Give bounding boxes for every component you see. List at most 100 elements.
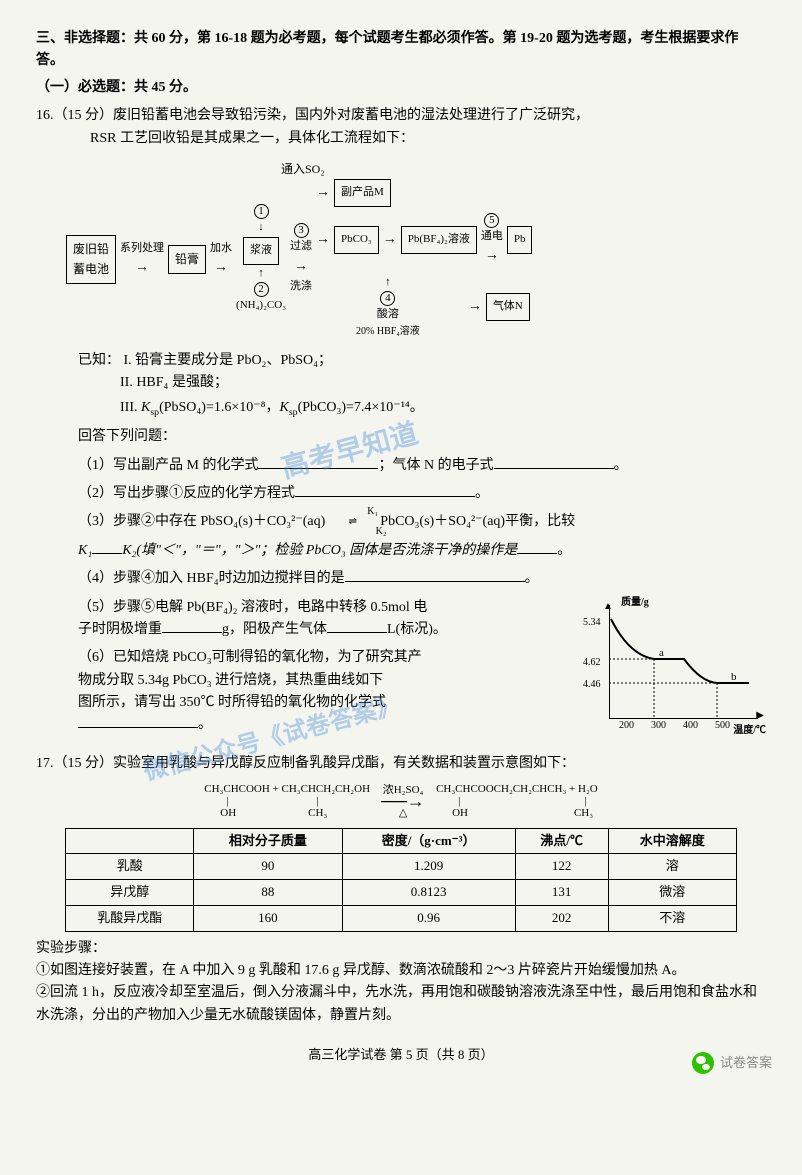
y-tick-2: 4.62: [583, 655, 601, 671]
blank-input[interactable]: [258, 455, 378, 469]
table-header: 相对分子质量: [194, 828, 342, 854]
table-row: 乳酸 90 1.209 122 溶: [66, 854, 737, 880]
properties-table: 相对分子质量 密度/（g·cm⁻³） 沸点/℃ 水中溶解度 乳酸 90 1.20…: [65, 828, 737, 932]
arrow-down-icon: ↓: [258, 219, 264, 237]
question-16: 16.（15 分）废旧铅蓄电池会导致铅污染，国内外对废蓄电池的湿法处理进行了广泛…: [36, 105, 766, 743]
blank-input[interactable]: [295, 483, 475, 497]
blank-input[interactable]: [162, 619, 222, 633]
badge-text: 试卷答案: [720, 1053, 772, 1074]
flow-step-5: 5: [484, 213, 499, 228]
table-cell: 不溶: [608, 905, 736, 931]
flow-arrow-label-1: 系列处理: [120, 240, 164, 258]
flow-step-2: 2: [254, 282, 269, 297]
reaction-arrow-icon: ──→: [381, 796, 425, 807]
arrow-icon: →: [316, 229, 330, 251]
flow-arrow-label-3a: 过滤: [290, 238, 312, 256]
table-row: 异戊醇 88 0.8123 131 微溶: [66, 880, 737, 906]
table-cell: 160: [194, 905, 342, 931]
arrow-icon: →: [468, 296, 482, 318]
x-tick-3: 400: [683, 718, 698, 734]
table-cell: 乳酸: [66, 854, 194, 880]
section-subheader: （一）必选题：共 45 分。: [36, 77, 766, 99]
arrow-icon: →: [485, 245, 499, 267]
flow-under-4: 20% HBF₄溶液: [356, 324, 420, 340]
step-2: ②回流 1 h，反应液冷却至室温后，倒入分液漏斗中，先水洗，再用饱和碳酸钠溶液洗…: [36, 982, 766, 1027]
blank-input[interactable]: [327, 619, 387, 633]
arrow-icon: →: [316, 182, 330, 204]
table-cell: 90: [194, 854, 342, 880]
flow-arrow-label-5: 通电: [481, 228, 503, 246]
y-tick-3: 4.46: [583, 677, 601, 693]
table-cell: 异戊醇: [66, 880, 194, 906]
q16-sub6: （6）已知焙烧 PbCO₃可制得铅的氧化物，为了研究其产 物成分取 5.34g …: [78, 647, 569, 737]
flow-step-1: 1: [254, 204, 269, 219]
flow-diagram: 通入SO₂ 废旧铅 蓄电池 系列处理 → 铅膏 加水 → 1 ↓ 浆液 ↑ 2 …: [66, 160, 766, 340]
x-tick-1: 200: [619, 718, 634, 734]
blank-input[interactable]: [92, 540, 122, 554]
flow-box-m: 副产品M: [334, 179, 391, 207]
flow-arrow-label-3b: 洗涤: [290, 278, 312, 296]
table-cell: 122: [515, 854, 608, 880]
arrow-icon: →: [214, 257, 228, 279]
known-label: 已知：: [78, 353, 120, 368]
table-cell: 88: [194, 880, 342, 906]
thermogravimetric-graph: 质量/g ▲ ▶ 5.34 4.62 4.46 200 300 400 500 …: [581, 597, 766, 737]
flow-step-4: 4: [380, 291, 395, 306]
flow-box-slurry: 浆液: [243, 237, 279, 265]
curve-line: [609, 607, 759, 717]
table-header: 密度/（g·cm⁻³）: [342, 828, 515, 854]
table-cell: 202: [515, 905, 608, 931]
wechat-icon: [692, 1052, 714, 1074]
table-header: 沸点/℃: [515, 828, 608, 854]
q16-sub1: （1）写出副产品 M 的化学式；气体 N 的电子式。: [78, 455, 766, 477]
reaction-equation: CH₃CHCOOH + CH₃CHCH₂CH₂OH || OH CH₃ 浓H₂S…: [36, 783, 766, 819]
graph-point-a: a: [659, 645, 664, 663]
flow-box-pbco3: PbCO₃: [334, 226, 379, 254]
section-header: 三、非选择题：共 60 分，第 16-18 题为必考题，每个试题考生都必须作答。…: [36, 28, 766, 73]
table-cell: 0.8123: [342, 880, 515, 906]
q17-intro: 17.（15 分）实验室用乳酸与异戊醇反应制备乳酸异戊酯，有关数据和装置示意图如…: [36, 753, 766, 775]
graph-point-b: b: [731, 669, 737, 687]
q16-sub5-6-graph-row: （5）步骤⑤电解 Pb(BF₄)₂ 溶液时，电路中转移 0.5mol 电 子时阴…: [36, 597, 766, 743]
table-cell: 131: [515, 880, 608, 906]
experiment-steps: 实验步骤： ①如图连接好装置，在 A 中加入 9 g 乳酸和 17.6 g 异戊…: [36, 938, 766, 1028]
q17-intro-text: 实验室用乳酸与异戊醇反应制备乳酸异戊酯，有关数据和装置示意图如下：: [113, 756, 575, 771]
table-cell: 乳酸异戊酯: [66, 905, 194, 931]
table-cell: 微溶: [608, 880, 736, 906]
table-header: [66, 828, 194, 854]
known-2: II. HBF₄ 是强酸；: [120, 372, 766, 394]
flow-arrow-label-2: 加水: [210, 240, 232, 258]
y-tick-1: 5.34: [583, 615, 601, 631]
q16-sub4: （4）步骤④加入 HBF₄时边加边搅拌目的是。: [78, 568, 766, 590]
flow-box-battery: 废旧铅 蓄电池: [66, 235, 116, 283]
blank-input[interactable]: [494, 455, 614, 469]
blank-input[interactable]: [345, 568, 525, 582]
q16-intro-line2: RSR 工艺回收铅是其成果之一，具体化工流程如下：: [36, 128, 766, 150]
known-3: III. Ksp(PbSO₄)=1.6×10⁻⁸，Ksp(PbCO₃)=7.4×…: [120, 397, 766, 420]
graph-xlabel: 温度/℃: [733, 723, 766, 739]
page-footer: 高三化学试卷 第 5 页（共 8 页）: [36, 1045, 766, 1066]
steps-label: 实验步骤：: [36, 938, 766, 960]
table-header: 水中溶解度: [608, 828, 736, 854]
step-1: ①如图连接好装置，在 A 中加入 9 g 乳酸和 17.6 g 异戊醇、数滴浓硫…: [36, 960, 766, 982]
q16-intro-line1: 废旧铅蓄电池会导致铅污染，国内外对废蓄电池的湿法处理进行了广泛研究，: [113, 108, 589, 123]
q16-number: 16.: [36, 108, 54, 123]
arrow-up-icon: ↑: [258, 265, 264, 283]
table-cell: 0.96: [342, 905, 515, 931]
question-17: 17.（15 分）实验室用乳酸与异戊醇反应制备乳酸异戊酯，有关数据和装置示意图如…: [36, 753, 766, 1027]
table-cell: 1.209: [342, 854, 515, 880]
q16-sub2: （2）写出步骤①反应的化学方程式。: [78, 483, 766, 505]
flow-step-3: 3: [294, 223, 309, 238]
flow-arrow-label-4: 酸溶: [377, 306, 399, 324]
arrow-up-icon: ↑: [385, 274, 391, 292]
arrow-icon: →: [383, 229, 397, 251]
flow-top-label: 通入SO₂: [281, 160, 766, 179]
q16-sub3: （3）步骤②中存在 PbSO₄(s)＋CO₃²⁻(aq) K₁⇌K₂ PbCO₃…: [78, 511, 766, 562]
known-info: 已知： I. 铅膏主要成分是 PbO₂、PbSO₄； II. HBF₄ 是强酸；…: [78, 350, 766, 420]
table-cell: 溶: [608, 854, 736, 880]
flow-box-solution: Pb(BF₄)₂溶液: [401, 226, 477, 254]
table-header-row: 相对分子质量 密度/（g·cm⁻³） 沸点/℃ 水中溶解度: [66, 828, 737, 854]
blank-input[interactable]: [78, 714, 198, 728]
arrow-icon: →: [135, 257, 149, 279]
blank-input[interactable]: [517, 540, 557, 554]
